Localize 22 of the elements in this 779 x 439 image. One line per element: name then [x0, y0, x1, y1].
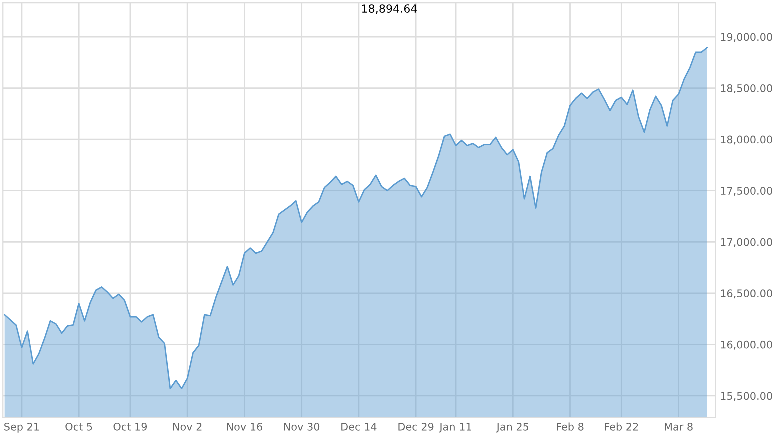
x-tick-label: Nov 30	[284, 422, 320, 431]
x-tick-label: Dec 29	[398, 422, 434, 431]
y-tick-label: 16,500.00	[721, 290, 772, 299]
y-tick-label: 19,000.00	[721, 33, 772, 42]
x-tick-label: Feb 8	[557, 422, 584, 431]
x-tick-label: Mar 8	[665, 422, 693, 431]
x-tick-label: Dec 14	[342, 423, 377, 431]
y-tick-label: 17,000.00	[721, 238, 772, 248]
y-tick-label: 15,500.00	[721, 392, 772, 402]
x-tick-label: Feb 22	[605, 422, 638, 431]
y-tick-label: 18,500.00	[721, 84, 772, 94]
x-tick-label: Oct 5	[66, 422, 92, 431]
x-tick-label: Jan 11	[439, 423, 472, 433]
y-tick-label: 17,500.00	[721, 187, 772, 196]
x-tick-label: Sep 21	[4, 422, 40, 433]
y-tick-label: 16,000.00	[721, 340, 772, 350]
x-tick-label: Nov 16	[227, 422, 262, 431]
y-tick-label: 18,000.00	[721, 136, 772, 145]
x-tick-label: Jan 25	[496, 422, 529, 433]
x-tick-label: Nov 2	[173, 422, 202, 431]
x-tick-label: Oct 19	[114, 422, 148, 431]
annotation: 18,894.64	[362, 4, 418, 14]
